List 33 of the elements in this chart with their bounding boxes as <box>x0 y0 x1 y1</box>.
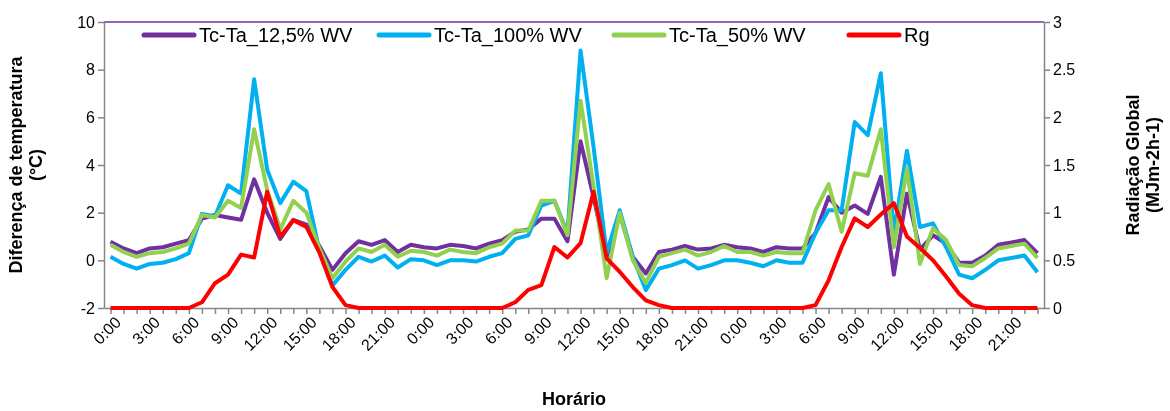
x-tick-label: 3:00 <box>755 313 790 348</box>
y-tick-label: 10 <box>77 13 96 31</box>
y2-tick-label: 3 <box>1053 13 1062 31</box>
y2-tick-label: 0.5 <box>1053 251 1076 269</box>
y-axis-title: Diferença de temperatura (°C) <box>6 55 46 274</box>
x-tick-label: 9:00 <box>834 313 869 348</box>
y2-tick-label: 2.5 <box>1053 61 1076 79</box>
y-tick-label: 4 <box>86 156 96 174</box>
line-series <box>108 189 1040 310</box>
y2-axis-title: Radiação Global (MJm-2h-1) <box>1123 94 1163 236</box>
x-tick-label: 0:00 <box>716 313 751 348</box>
x-tick-label: 6:00 <box>795 313 830 348</box>
y2-tick-label: 1 <box>1053 204 1062 222</box>
x-tick-label: 3:00 <box>129 313 164 348</box>
x-axis-title: Horário <box>541 389 607 409</box>
legend-label: Rg <box>904 24 930 46</box>
y-tick-label: 6 <box>86 108 96 126</box>
legend-label: Tc-Ta_12,5% WV <box>199 24 354 47</box>
y-tick-label: 0 <box>86 251 96 269</box>
x-tick-label: 3:00 <box>442 313 477 348</box>
line-series <box>108 98 1040 285</box>
legend-label: Tc-Ta_50% WV <box>669 24 807 47</box>
x-tick-label: 6:00 <box>168 313 203 348</box>
legend-label: Tc-Ta_100% WV <box>434 24 583 47</box>
y-tick-label: 2 <box>86 204 96 222</box>
x-tick-label: 9:00 <box>520 313 555 348</box>
y2-tick-label: 0 <box>1053 299 1062 317</box>
y2-tick-label: 1.5 <box>1053 156 1076 174</box>
x-tick-label: 0:00 <box>403 313 438 348</box>
y2-tick-label: 2 <box>1053 108 1062 126</box>
x-tick-label: 9:00 <box>207 313 242 348</box>
y-tick-label: 8 <box>86 61 96 79</box>
x-tick-label: 6:00 <box>481 313 516 348</box>
